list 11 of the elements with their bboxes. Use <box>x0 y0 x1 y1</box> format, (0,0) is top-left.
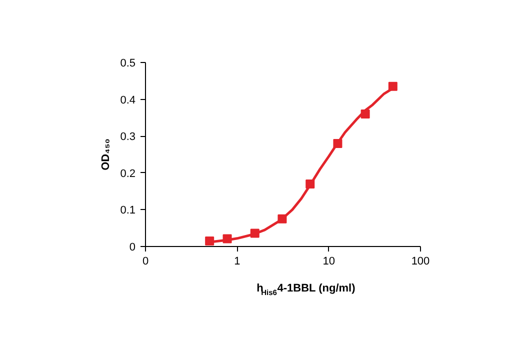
y-axis-title: OD₄₅₀ <box>100 138 112 170</box>
y-tick-label: 0.5 <box>120 58 136 70</box>
y-tick-label: 0.2 <box>120 168 136 180</box>
x-tick-label: 100 <box>411 256 430 268</box>
y-tick-label: 0.3 <box>120 131 136 144</box>
y-tick-label: 0 <box>129 242 136 254</box>
x-tick-label: 10 <box>322 256 335 268</box>
x-tick-label: 1 <box>234 256 240 268</box>
y-tick-label: 0.4 <box>120 94 136 106</box>
y-tick-label: 0.1 <box>120 204 136 217</box>
x-tick-label: 0 <box>142 256 149 268</box>
